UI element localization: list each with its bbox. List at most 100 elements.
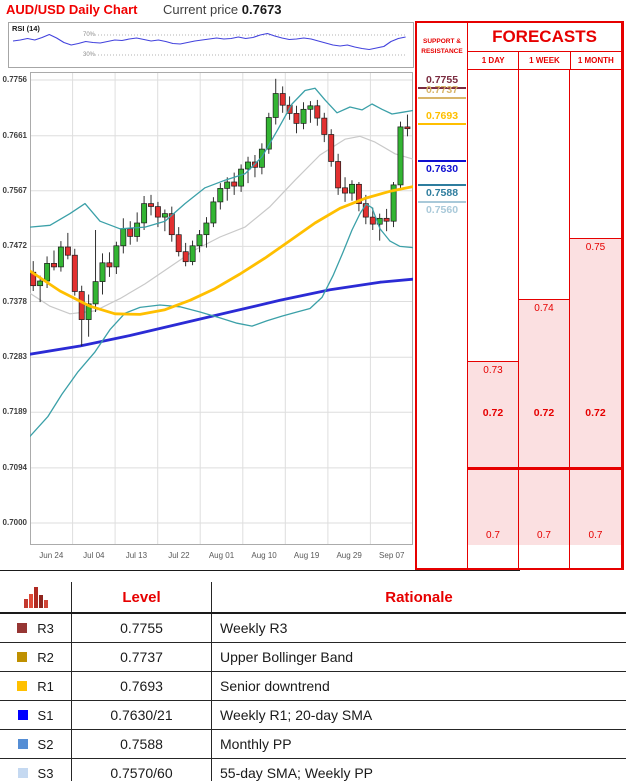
- level-value: 0.7755: [72, 614, 212, 642]
- y-axis-label: 0.7378: [2, 296, 27, 306]
- levels-table: Level Rationale R3 0.7755 Weekly R3 R2 0…: [0, 582, 626, 781]
- level-name: S3: [37, 765, 54, 781]
- x-axis-label: Aug 01: [208, 551, 235, 560]
- level-rationale: Weekly R3: [220, 620, 288, 636]
- chart-title: AUD/USD Daily Chart: [6, 2, 138, 17]
- forecast-high-value: 0.73: [483, 364, 503, 376]
- forecast-period-row: 1 DAY 1 WEEK 1 MONTH: [467, 52, 621, 70]
- forecast-panel: SUPPORT & RESISTANCE FORECASTS 1 DAY 1 W…: [415, 21, 624, 570]
- levels-table-header: Level Rationale: [0, 582, 626, 614]
- forecasts-title: FORECASTS: [467, 23, 621, 52]
- x-axis-label: Jul 04: [83, 551, 105, 560]
- sr-level-value: 0.7588: [425, 187, 459, 200]
- x-axis-label: Sep 07: [379, 551, 405, 560]
- level-color-swatch: [17, 768, 28, 778]
- level-column-header: Level: [72, 582, 212, 612]
- level-color-swatch: [17, 710, 28, 720]
- sr-level-value: 0.7737: [425, 84, 459, 97]
- x-axis-label: Aug 19: [293, 551, 320, 560]
- forecast-range-area: [570, 237, 621, 545]
- forecast-column-1day: 0.73 0.72 0.7: [467, 70, 518, 568]
- forecast-pivot-value: 0.72: [533, 407, 555, 419]
- forecast-range-area: [519, 299, 569, 545]
- y-axis-label: 0.7094: [2, 462, 27, 472]
- table-row: S3 0.7570/60 55-day SMA; Weekly PP: [0, 759, 626, 781]
- level-color-swatch: [17, 681, 28, 691]
- forecast-pivot-value: 0.72: [482, 407, 504, 419]
- level-value: 0.7588: [72, 730, 212, 758]
- sr-level-line: [418, 122, 466, 125]
- support-resistance-levels: 0.7755 0.7737 0.7693 0.7630 0.7588 0.756…: [417, 70, 467, 568]
- table-row: S2 0.7588 Monthly PP: [0, 730, 626, 759]
- forecast-high-value: 0.74: [534, 303, 554, 314]
- y-axis-label: 0.7189: [2, 407, 27, 417]
- level-name: S1: [37, 707, 54, 723]
- x-axis-label: Jul 22: [168, 551, 190, 560]
- sr-level-line: [418, 200, 466, 203]
- level-name: R2: [37, 649, 54, 665]
- chart-bottom-border: [0, 570, 520, 571]
- sr-level-value: 0.7560: [425, 203, 459, 216]
- level-value: 0.7630/21: [72, 701, 212, 729]
- level-rationale: Monthly PP: [220, 736, 292, 752]
- level-color-swatch: [17, 739, 28, 749]
- level-rationale: Upper Bollinger Band: [220, 649, 354, 665]
- rsi-upper-level-label: 70%: [82, 32, 95, 38]
- forecast-pivot-value: 0.72: [585, 407, 606, 419]
- level-name: S2: [37, 736, 54, 752]
- rsi-panel: RSI (14) 70% 30%: [8, 22, 414, 68]
- table-row: R3 0.7755 Weekly R3: [0, 614, 626, 643]
- bar-chart-icon: [0, 582, 72, 612]
- sr-level-line: [418, 184, 466, 187]
- forecast-column-1month: 0.75 0.72 0.7: [569, 70, 621, 568]
- x-axis-label: Jun 24: [39, 551, 64, 560]
- x-axis-label: Aug 29: [336, 551, 362, 560]
- forecast-pivot-line: [467, 467, 621, 470]
- level-color-swatch: [17, 623, 28, 633]
- level-color-swatch: [17, 652, 28, 662]
- forecast-high-value: 0.75: [585, 241, 606, 253]
- support-resistance-header: SUPPORT & RESISTANCE: [421, 37, 463, 55]
- y-axis-label: 0.7567: [2, 185, 27, 195]
- level-rationale: Weekly R1; 20-day SMA: [220, 707, 373, 723]
- sr-level-line: [418, 159, 466, 162]
- forecast-low-value: 0.7: [588, 530, 603, 541]
- y-axis-label: 0.7756: [2, 75, 27, 84]
- level-rationale: 55-day SMA; Weekly PP: [220, 765, 374, 781]
- current-price-value: 0.7673: [241, 2, 282, 17]
- forecast-low-value: 0.7: [537, 530, 551, 541]
- level-name: R1: [37, 678, 54, 694]
- sr-level-line: [418, 97, 466, 100]
- rsi-label: RSI (14): [12, 24, 40, 33]
- y-axis-label: 0.7661: [2, 130, 27, 140]
- forecast-period-1month: 1 MONTH: [577, 56, 614, 65]
- price-chart: [30, 72, 413, 545]
- forecast-low-value: 0.7: [486, 530, 500, 541]
- bar-chart-icon-bars: [23, 586, 48, 608]
- y-axis-label: 0.7283: [2, 352, 27, 362]
- x-axis-label: Aug 10: [251, 551, 277, 560]
- level-name: R3: [37, 620, 54, 636]
- y-axis-label: 0.7472: [2, 241, 27, 251]
- x-axis-label: Jul 13: [125, 551, 148, 560]
- sr-level-line: [418, 86, 466, 89]
- forecast-period-1day: 1 DAY: [468, 52, 520, 69]
- sr-level-value: 0.7693: [425, 109, 459, 122]
- sr-level-value: 0.7630: [425, 162, 459, 175]
- table-row: R1 0.7693 Senior downtrend: [0, 672, 626, 701]
- current-price-label: Current price: [163, 2, 239, 17]
- forecast-column-1week: 0.74 0.72 0.7: [518, 70, 569, 568]
- current-price: Current price 0.7673: [163, 2, 282, 17]
- forecast-range-area: [468, 360, 518, 545]
- sr-level-value: 0.7755: [425, 73, 459, 86]
- level-value: 0.7693: [72, 672, 212, 700]
- rsi-lower-level-label: 30%: [82, 52, 95, 58]
- table-row: R2 0.7737 Upper Bollinger Band: [0, 643, 626, 672]
- rationale-column-header: Rationale: [385, 588, 453, 606]
- level-rationale: Senior downtrend: [220, 678, 330, 694]
- forecast-period-1week: 1 WEEK: [519, 52, 571, 69]
- rsi-chart: [12, 32, 407, 56]
- table-row: S1 0.7630/21 Weekly R1; 20-day SMA: [0, 701, 626, 730]
- y-axis-label: 0.7000: [2, 518, 27, 527]
